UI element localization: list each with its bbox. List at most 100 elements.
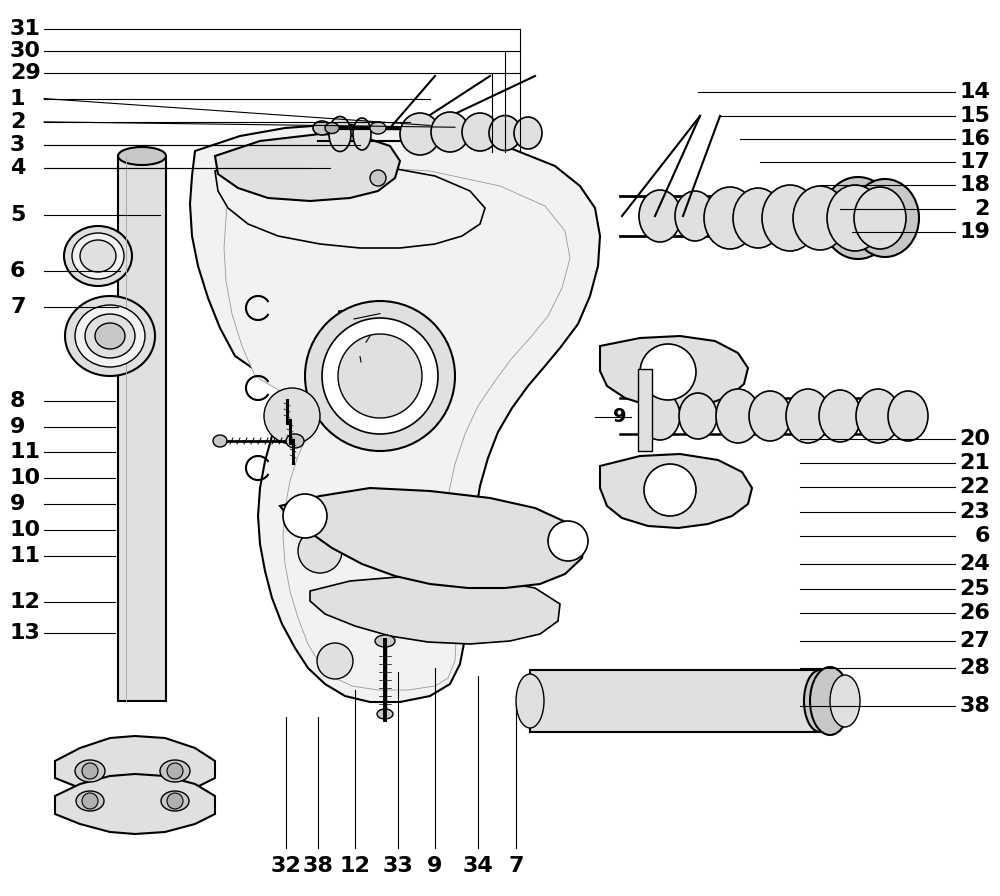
- Text: 25: 25: [959, 579, 990, 599]
- Text: 2: 2: [975, 199, 990, 219]
- Text: 6: 6: [10, 261, 26, 280]
- Ellipse shape: [286, 434, 304, 448]
- Ellipse shape: [749, 391, 791, 441]
- Ellipse shape: [76, 791, 104, 811]
- Text: 24: 24: [959, 555, 990, 574]
- Circle shape: [167, 793, 183, 809]
- Text: 6: 6: [974, 526, 990, 546]
- Text: 35: 35: [336, 309, 363, 329]
- Text: 23: 23: [959, 502, 990, 521]
- Bar: [530, 670, 820, 732]
- Text: 38: 38: [959, 696, 990, 716]
- Text: 1: 1: [10, 89, 26, 108]
- Text: 21: 21: [959, 453, 990, 473]
- Circle shape: [264, 388, 320, 444]
- Ellipse shape: [856, 389, 900, 443]
- Ellipse shape: [819, 390, 861, 442]
- Circle shape: [440, 526, 480, 566]
- Text: 27: 27: [959, 631, 990, 650]
- Ellipse shape: [640, 392, 680, 440]
- Ellipse shape: [675, 191, 715, 241]
- Ellipse shape: [830, 675, 860, 727]
- Circle shape: [548, 521, 588, 561]
- Ellipse shape: [786, 389, 830, 443]
- Text: 13: 13: [10, 624, 41, 643]
- Ellipse shape: [72, 233, 124, 279]
- Ellipse shape: [733, 188, 783, 248]
- Polygon shape: [600, 454, 752, 528]
- Polygon shape: [280, 488, 585, 588]
- Ellipse shape: [514, 117, 542, 149]
- Text: 15: 15: [959, 106, 990, 125]
- Ellipse shape: [851, 179, 919, 257]
- Ellipse shape: [80, 240, 116, 272]
- Ellipse shape: [762, 185, 818, 251]
- Ellipse shape: [313, 121, 331, 135]
- Text: 19: 19: [959, 222, 990, 242]
- Text: 16: 16: [959, 129, 990, 149]
- Text: 9: 9: [10, 418, 25, 437]
- Text: 12: 12: [10, 592, 41, 612]
- Ellipse shape: [160, 760, 190, 782]
- Text: 26: 26: [959, 603, 990, 623]
- Text: 32: 32: [271, 856, 301, 876]
- Ellipse shape: [85, 314, 135, 358]
- Ellipse shape: [854, 187, 906, 249]
- Ellipse shape: [888, 391, 928, 441]
- Ellipse shape: [516, 674, 544, 728]
- Ellipse shape: [716, 389, 760, 443]
- Ellipse shape: [118, 147, 166, 165]
- Text: 22: 22: [959, 478, 990, 497]
- Text: 9: 9: [10, 495, 25, 514]
- Ellipse shape: [325, 123, 339, 134]
- Ellipse shape: [489, 116, 521, 151]
- Text: 17: 17: [959, 152, 990, 172]
- Circle shape: [317, 643, 353, 679]
- Text: 30: 30: [10, 41, 41, 61]
- Circle shape: [338, 334, 422, 418]
- Text: 14: 14: [959, 82, 990, 102]
- Ellipse shape: [75, 760, 105, 782]
- Text: 10: 10: [10, 469, 41, 488]
- Text: 3: 3: [10, 135, 25, 155]
- Text: 11: 11: [10, 443, 41, 462]
- Circle shape: [644, 464, 696, 516]
- Ellipse shape: [65, 296, 155, 376]
- Ellipse shape: [827, 185, 883, 251]
- Ellipse shape: [679, 393, 717, 439]
- Text: 9: 9: [427, 856, 443, 876]
- Text: 5: 5: [10, 205, 25, 225]
- Ellipse shape: [95, 323, 125, 349]
- Text: 2: 2: [10, 112, 25, 132]
- Text: 10: 10: [10, 521, 41, 540]
- Text: 28: 28: [959, 658, 990, 677]
- Polygon shape: [310, 576, 560, 644]
- Ellipse shape: [431, 112, 469, 152]
- Ellipse shape: [793, 186, 847, 250]
- Circle shape: [322, 318, 438, 434]
- Circle shape: [167, 763, 183, 779]
- Circle shape: [82, 763, 98, 779]
- Ellipse shape: [161, 791, 189, 811]
- Text: 29: 29: [10, 64, 41, 83]
- Text: 31: 31: [10, 19, 41, 39]
- Ellipse shape: [462, 113, 498, 151]
- Ellipse shape: [822, 177, 894, 259]
- Circle shape: [370, 170, 386, 186]
- Text: 4: 4: [10, 158, 25, 177]
- Ellipse shape: [370, 122, 386, 134]
- Text: 38: 38: [303, 856, 333, 876]
- Text: 9: 9: [613, 407, 626, 426]
- Text: 33: 33: [383, 856, 413, 876]
- Text: 7: 7: [10, 297, 26, 317]
- Bar: [638, 369, 652, 451]
- Circle shape: [283, 494, 327, 538]
- Ellipse shape: [704, 187, 756, 249]
- Polygon shape: [215, 134, 400, 201]
- Ellipse shape: [329, 116, 351, 151]
- Polygon shape: [600, 336, 748, 408]
- Circle shape: [640, 344, 696, 400]
- Text: 18: 18: [959, 176, 990, 195]
- Polygon shape: [55, 736, 215, 798]
- Circle shape: [305, 301, 455, 451]
